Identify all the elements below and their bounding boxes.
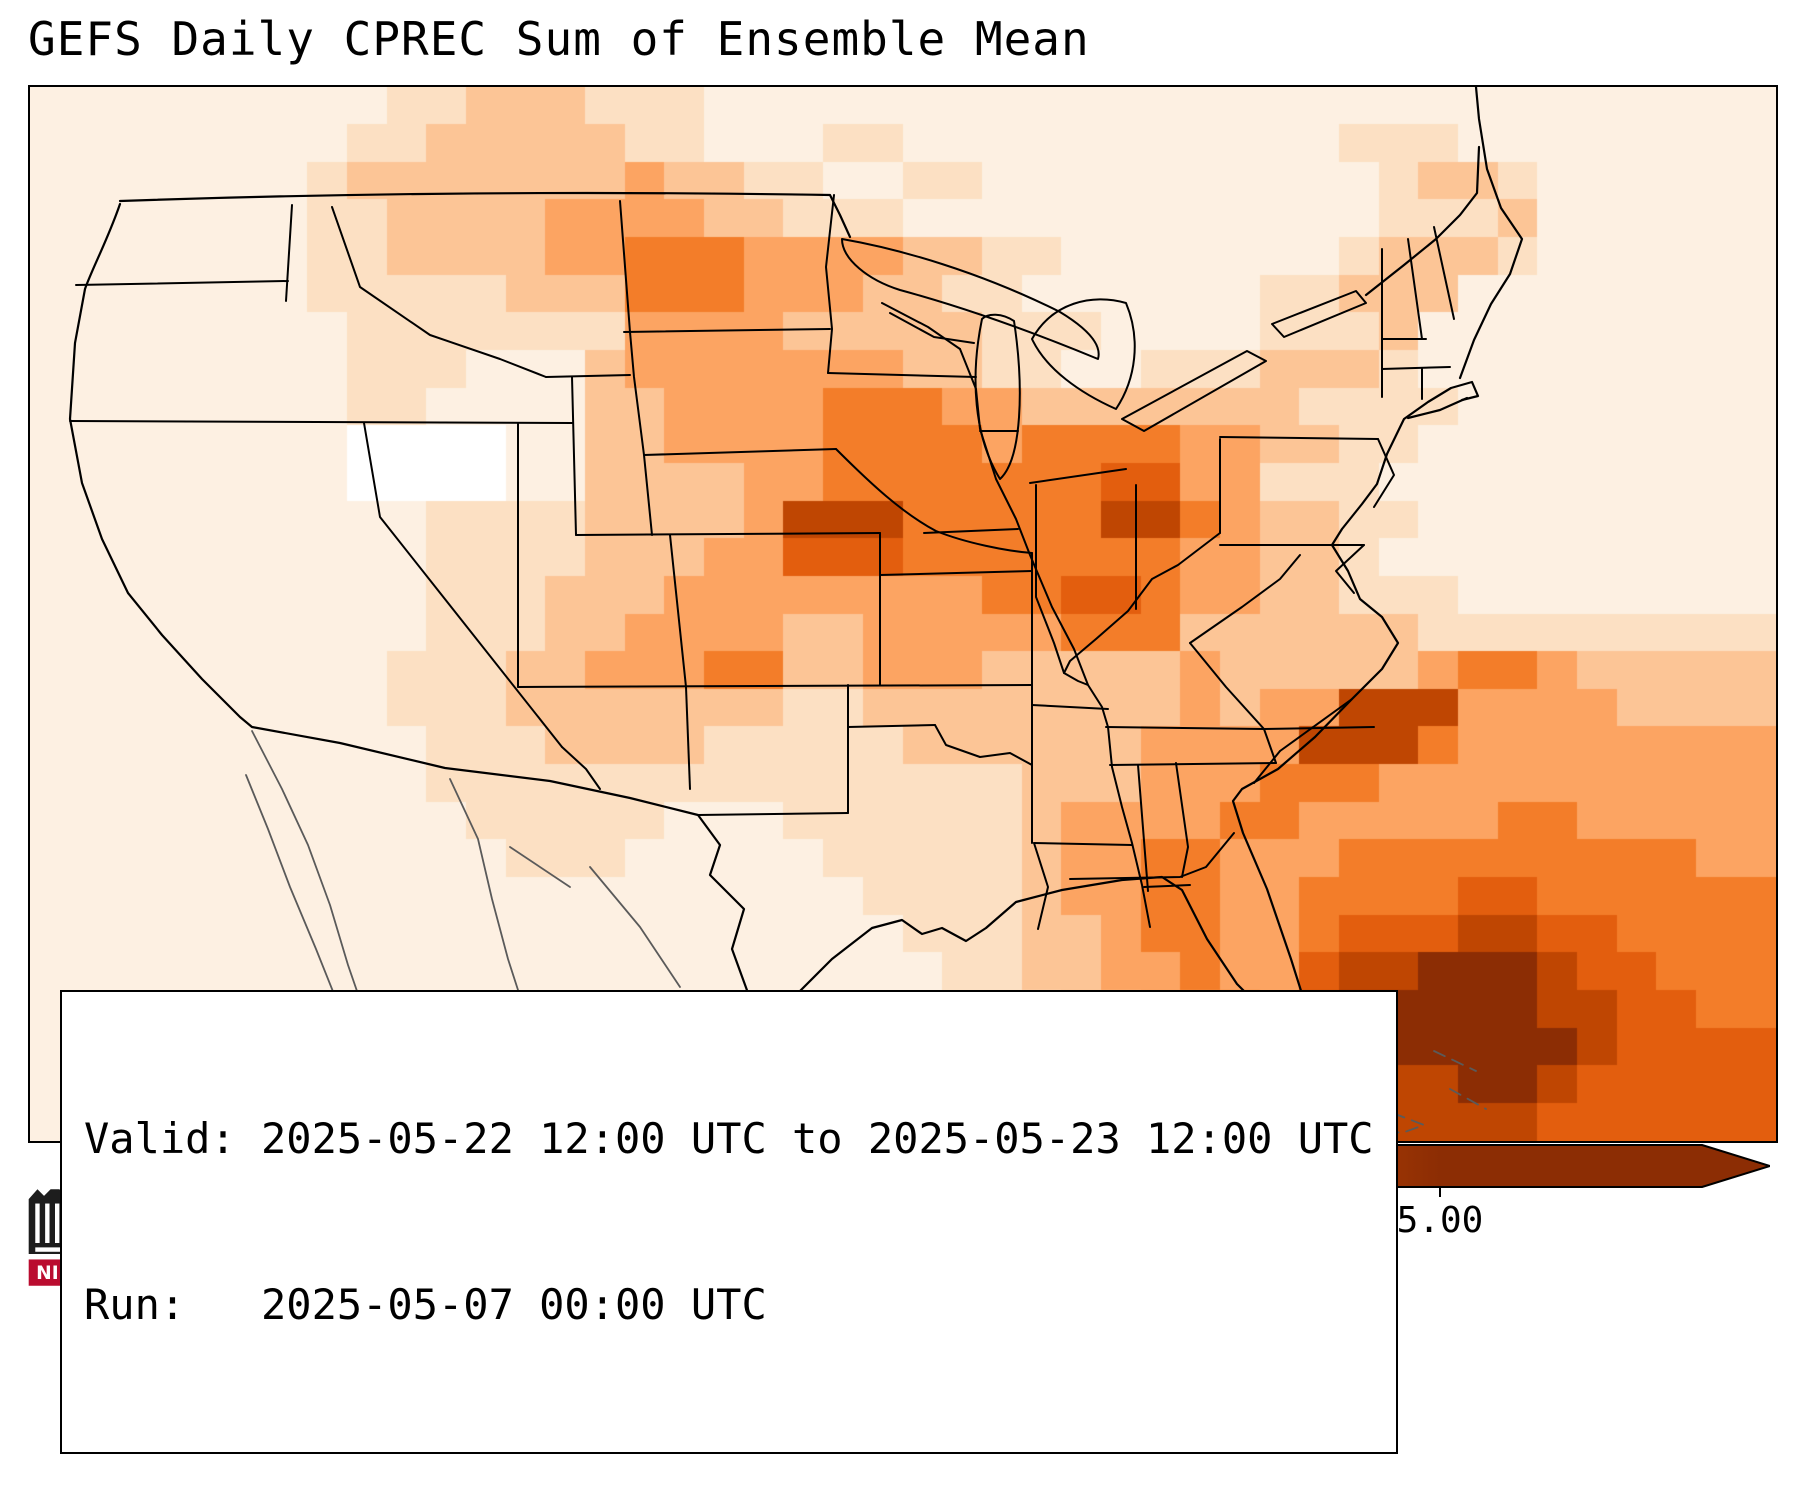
great-lakes <box>841 238 1367 480</box>
mexico-state-line-1 <box>589 866 681 988</box>
maine-coastline <box>1458 87 1524 380</box>
lake-superior <box>841 238 1100 360</box>
bahamas-coast <box>1433 1050 1487 1110</box>
canada-border-east <box>1364 145 1481 297</box>
lake-ontario <box>1271 290 1367 338</box>
precip-map: Valid: 2025-05-22 12:00 UTC to 2025-05-2… <box>28 85 1778 1454</box>
colorbar-tick-label: 5.00 <box>1396 1200 1484 1241</box>
long-island <box>1406 396 1469 420</box>
mexico-state-line-2 <box>509 846 571 888</box>
valid-text: Valid: 2025-05-22 12:00 UTC to 2025-05-2… <box>84 1113 1374 1163</box>
lake-huron <box>1031 298 1136 410</box>
run-text: Run: 2025-05-07 00:00 UTC <box>84 1280 767 1330</box>
valid-run-box: Valid: 2025-05-22 12:00 UTC to 2025-05-2… <box>60 990 1398 1454</box>
page-title: GEFS Daily CPREC Sum of Ensemble Mean <box>28 12 1090 66</box>
colorbar-tick <box>1438 1188 1441 1197</box>
us-coastline <box>68 202 1480 1042</box>
state-borders <box>69 194 1455 930</box>
lake-erie <box>1121 350 1267 432</box>
us-coast-and-borders <box>68 87 1524 1042</box>
precip-heatmap-canvas <box>30 87 1776 1141</box>
state-borders-overlay <box>68 87 1524 1140</box>
canada-border-west <box>118 191 852 239</box>
lake-michigan <box>974 313 1021 480</box>
